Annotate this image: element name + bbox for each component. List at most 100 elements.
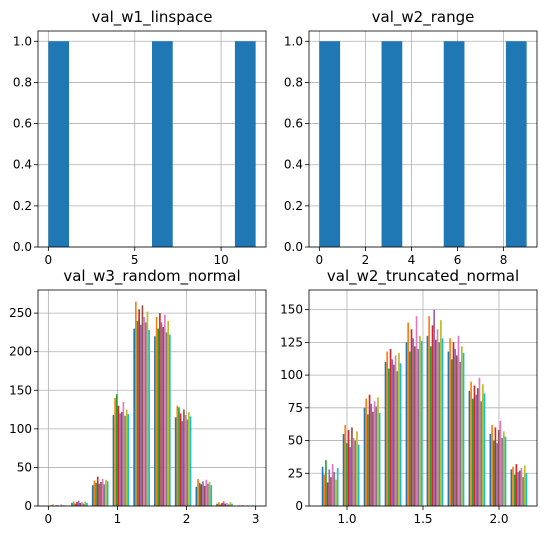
histogram-bar bbox=[114, 398, 116, 506]
histogram-bar bbox=[231, 503, 233, 506]
histogram-bar bbox=[144, 322, 147, 506]
histogram-bar bbox=[219, 504, 222, 506]
histogram-bar bbox=[321, 466, 324, 506]
subplot-1: 0 5 10 0.0 0.2 0.4 0.6 0.8 1.0 val_w1_linspace bbox=[13, 8, 267, 267]
histogram-bar bbox=[357, 444, 360, 506]
y-tick-label: 150 bbox=[9, 383, 32, 397]
y-tick-label: 0.0 bbox=[13, 240, 32, 254]
histogram-bar bbox=[396, 371, 399, 506]
histogram-bar bbox=[388, 368, 390, 506]
histogram-bar bbox=[162, 327, 165, 506]
histogram-bar bbox=[452, 342, 455, 506]
histogram-bar bbox=[459, 362, 462, 506]
histogram-bar bbox=[468, 390, 471, 506]
histogram-bar bbox=[478, 377, 481, 506]
histogram-bar bbox=[115, 394, 118, 506]
histogram-bar bbox=[457, 335, 460, 506]
histogram-bar bbox=[496, 443, 498, 506]
histogram-bar bbox=[146, 311, 149, 506]
histogram-bar bbox=[501, 437, 503, 506]
histogram-bar bbox=[407, 322, 409, 506]
histogram-bar bbox=[481, 384, 484, 506]
histogram-bar bbox=[234, 41, 256, 248]
histogram-bar bbox=[372, 411, 374, 506]
histogram-bar bbox=[159, 313, 161, 506]
y-tick-label: 100 bbox=[280, 368, 303, 382]
x-tick-label: 0 bbox=[45, 512, 53, 526]
histogram-bar bbox=[79, 502, 82, 506]
histogram-bar bbox=[491, 424, 493, 506]
y-axis: 0 25 50 75 100 125 150 bbox=[280, 303, 309, 513]
histogram-bar bbox=[112, 414, 115, 506]
histogram-bar bbox=[186, 419, 189, 506]
subplot-2: 0 2 4 6 8 0.0 0.2 0.4 0.6 0.8 1.0 val_w2_range bbox=[284, 8, 538, 267]
histogram-bar bbox=[226, 502, 228, 506]
histogram-bar bbox=[517, 471, 519, 506]
histogram-bar bbox=[216, 503, 218, 506]
histogram-bar bbox=[167, 320, 169, 506]
histogram-bar bbox=[208, 482, 211, 506]
histogram-bar bbox=[71, 502, 73, 506]
histogram-bar bbox=[504, 436, 507, 506]
x-tick-label: 2 bbox=[362, 253, 370, 267]
histogram-bar bbox=[476, 388, 479, 506]
histogram-bar bbox=[394, 355, 397, 506]
histogram-bar bbox=[447, 351, 450, 506]
subplot-4: 1.0 1.5 2.0 0 25 50 75 100 125 150 val_w2_truncate… bbox=[280, 267, 538, 526]
histogram-bar bbox=[480, 401, 482, 506]
histogram-bar bbox=[475, 394, 477, 506]
x-tick-label: 3 bbox=[252, 512, 260, 526]
histogram-bar bbox=[398, 352, 400, 506]
histogram-bar bbox=[86, 502, 88, 506]
x-tick-label: 0 bbox=[45, 253, 53, 267]
subplot-title: val_w2_truncated_normal bbox=[327, 267, 519, 286]
axes-frame bbox=[37, 30, 267, 248]
histogram-bar bbox=[178, 407, 180, 506]
x-tick-label: 1 bbox=[114, 512, 122, 526]
histogram-bar bbox=[473, 385, 476, 506]
y-tick-label: 0.2 bbox=[284, 199, 303, 213]
histogram-bar bbox=[101, 479, 104, 506]
histogram-bar bbox=[449, 338, 451, 506]
histogram-bar bbox=[344, 424, 347, 506]
histogram-bar bbox=[391, 359, 394, 506]
histogram-bar bbox=[119, 413, 121, 506]
histogram-bar bbox=[417, 348, 420, 506]
y-tick-label: 1.0 bbox=[284, 34, 303, 48]
histogram-bar bbox=[138, 309, 140, 506]
histogram-bar bbox=[461, 346, 463, 506]
histogram-bar bbox=[351, 427, 353, 506]
x-tick-label: 10 bbox=[213, 253, 228, 267]
x-tick-label: 4 bbox=[408, 253, 416, 267]
histogram-bar bbox=[518, 470, 521, 506]
x-tick-label: 1.5 bbox=[413, 512, 432, 526]
histogram-bar bbox=[98, 483, 101, 506]
histogram-bar bbox=[77, 500, 80, 506]
histogram-bar bbox=[349, 447, 352, 506]
histogram-bar bbox=[127, 414, 130, 506]
y-tick-label: 0.6 bbox=[13, 117, 32, 131]
histogram-bar bbox=[164, 314, 166, 506]
histogram-bar bbox=[363, 407, 366, 506]
histogram-bar bbox=[431, 325, 434, 506]
histogram-bar bbox=[117, 405, 120, 506]
histogram-bar bbox=[197, 479, 199, 506]
subplot-title: val_w1_linspace bbox=[92, 8, 213, 27]
histogram-bar bbox=[84, 501, 87, 506]
histogram-bar bbox=[135, 301, 137, 506]
histogram-bar bbox=[188, 411, 190, 506]
x-axis: 0 1 2 3 bbox=[45, 506, 260, 526]
histogram-bar bbox=[210, 485, 213, 506]
histogram-bar bbox=[52, 504, 54, 506]
y-tick-label: 0 bbox=[24, 499, 32, 513]
histogram-bar bbox=[510, 469, 513, 506]
histogram-bar bbox=[60, 504, 63, 506]
histogram-bar bbox=[441, 338, 444, 506]
histogram-bar bbox=[342, 434, 345, 506]
histogram-bar bbox=[227, 504, 230, 506]
bars bbox=[50, 301, 254, 506]
histogram-bar bbox=[205, 479, 208, 506]
histogram-bar bbox=[438, 342, 441, 506]
histogram-bar bbox=[384, 362, 387, 506]
histogram-bar bbox=[470, 381, 472, 506]
